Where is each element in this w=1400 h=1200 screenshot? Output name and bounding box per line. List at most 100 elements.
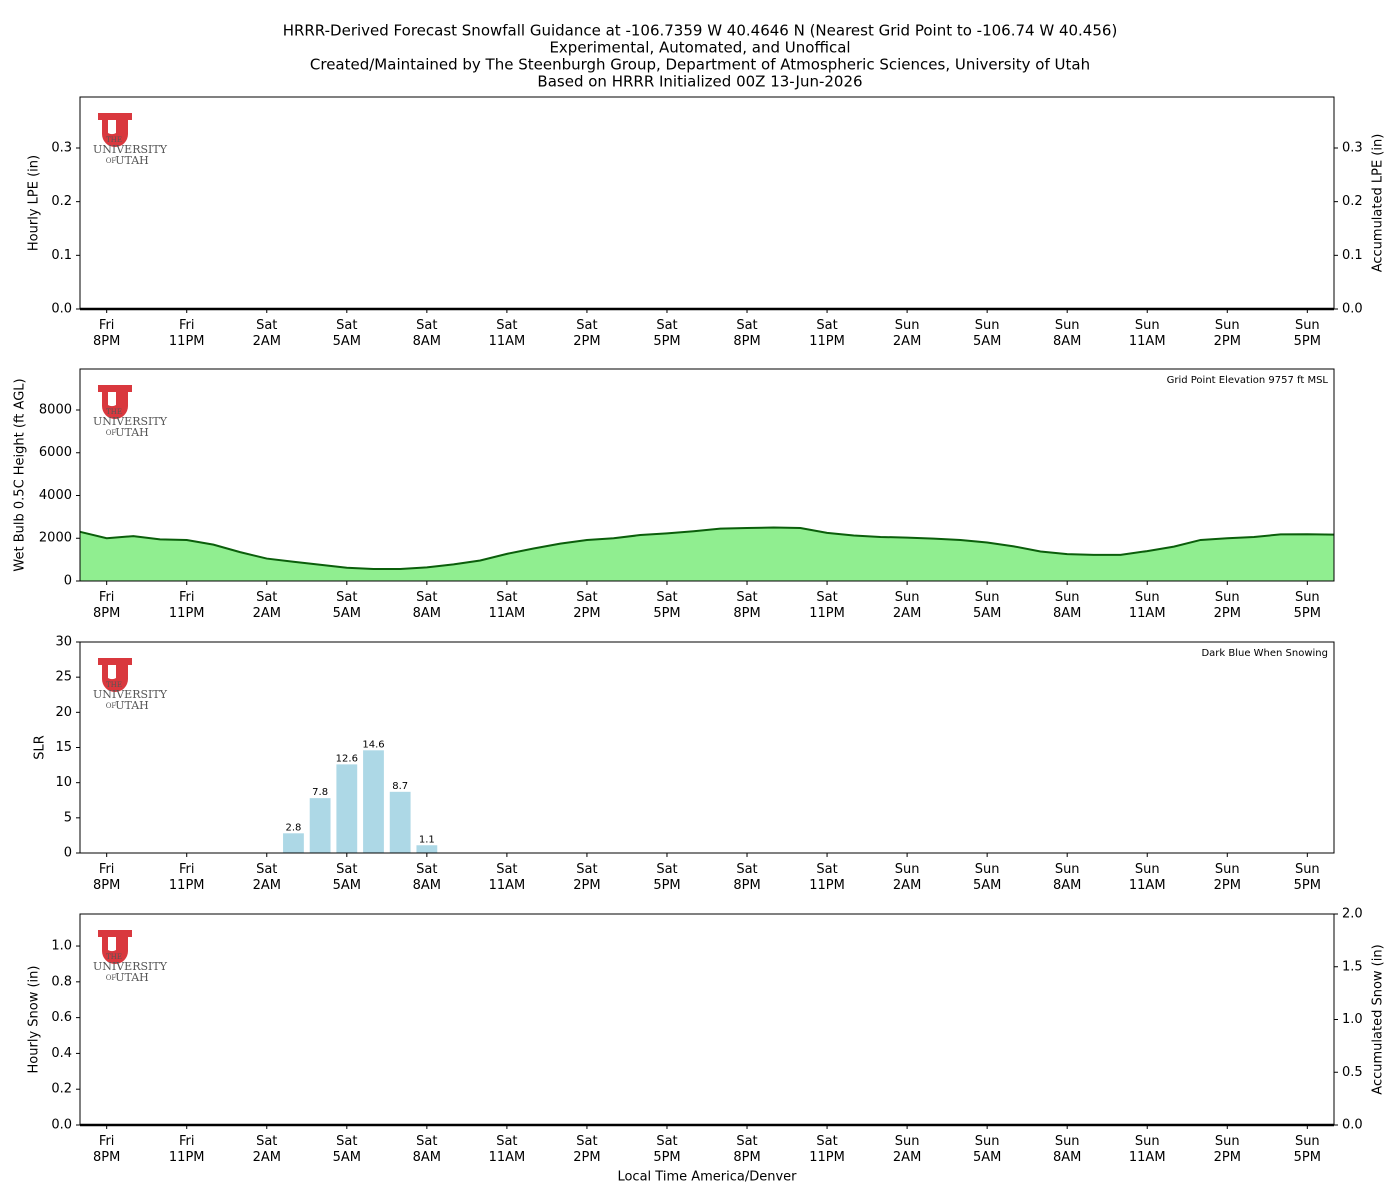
logo-u (98, 658, 132, 692)
y2-tick-label: 0.3 (1342, 140, 1363, 155)
x-tick-label: Sun 5AM (973, 862, 1001, 893)
x-tick-label: Sat 5AM (333, 590, 361, 621)
title-line: Experimental, Automated, and Unoffical (549, 39, 850, 57)
x-tick-label: Sat 8PM (733, 590, 760, 621)
x-tick-label: Sun 11AM (1129, 590, 1166, 621)
x-tick-label: Sat 5AM (333, 318, 361, 349)
x-tick-label: Sat 8PM (733, 862, 760, 893)
bar (416, 845, 438, 853)
bar (283, 833, 304, 853)
x-tick-label: Sat 2AM (253, 590, 281, 621)
x-tick-label: Fri 8PM (93, 862, 120, 893)
x-tick-label: Sat 8AM (413, 1134, 441, 1165)
y-tick-label: 20 (55, 705, 72, 720)
title-line: Based on HRRR Initialized 00Z 13-Jun-202… (537, 73, 862, 91)
area-line (79, 526, 1335, 571)
bar (363, 750, 384, 853)
y2-axis-label: Accumulated Snow (in) (1371, 944, 1386, 1094)
logo-text: THE (106, 953, 122, 961)
x-tick-label: Fri 8PM (93, 590, 120, 621)
x-tick-label: Sun 2PM (1214, 1134, 1241, 1165)
bar-value-label: 1.1 (419, 834, 435, 845)
bar (309, 798, 331, 853)
x-tick-label: Fri 11PM (169, 590, 205, 621)
y2-tick-label: 1.5 (1342, 959, 1363, 974)
y2-tick-label: 2.0 (1342, 907, 1363, 922)
x-tick-label: Sun 5PM (1294, 862, 1321, 893)
y-tick-label: 0.0 (51, 1118, 72, 1133)
x-tick-label: Sun 2AM (893, 590, 921, 621)
x-tick-label: Fri 8PM (93, 1134, 120, 1165)
title-line: Created/Maintained by The Steenburgh Gro… (310, 56, 1090, 74)
x-tick-label: Sat 11PM (809, 1134, 845, 1165)
x-tick-label: Sat 11AM (489, 1134, 526, 1165)
annotation: Dark Blue When Snowing (1201, 648, 1328, 659)
logo-text: THE (106, 136, 122, 144)
logo-text: UNIVERSITY (93, 960, 168, 973)
logo-u (98, 113, 132, 147)
y-axis-label: SLR (33, 735, 48, 760)
x-tick-label: Sat 8PM (733, 1134, 760, 1165)
logo-u (98, 385, 132, 419)
x-tick-label: Sat 2AM (253, 1134, 281, 1165)
x-tick-label: Sat 5PM (653, 1134, 680, 1165)
bar (336, 764, 358, 853)
y2-tick-label: 0.1 (1342, 248, 1363, 263)
title-line: HRRR-Derived Forecast Snowfall Guidance … (283, 22, 1118, 40)
y-tick-label: 25 (55, 670, 72, 685)
y-tick-label: 0 (64, 846, 72, 861)
logo-text: UNIVERSITY (93, 143, 168, 156)
logo-text: UTAH (115, 971, 149, 984)
x-tick-label: Sat 11AM (489, 318, 526, 349)
y-tick-label: 1.0 (51, 939, 72, 954)
x-tick-label: Sun 2AM (893, 318, 921, 349)
y-tick-label: 0.2 (51, 1082, 72, 1097)
x-tick-label: Sun 8AM (1053, 1134, 1081, 1165)
y-tick-label: 30 (55, 635, 72, 650)
x-tick-label: Sat 8AM (413, 318, 441, 349)
y-tick-label: 0.3 (51, 140, 72, 155)
bar-value-label: 7.8 (312, 787, 328, 798)
y-tick-label: 0.8 (51, 974, 72, 989)
y-tick-label: 2000 (39, 531, 72, 546)
logo-text: UTAH (115, 154, 149, 167)
y-tick-label: 0.2 (51, 194, 72, 209)
y2-tick-label: 0.5 (1342, 1065, 1363, 1080)
y-tick-label: 0.4 (51, 1046, 72, 1061)
y2-tick-label: 1.0 (1342, 1012, 1363, 1027)
y-tick-label: 4000 (39, 488, 72, 503)
logo-text: UTAH (115, 426, 149, 439)
logo-text: UNIVERSITY (93, 415, 168, 428)
plot-frame (79, 96, 1335, 310)
x-tick-label: Sat 11PM (809, 862, 845, 893)
x-tick-label: Sun 5AM (973, 590, 1001, 621)
x-tick-label: Fri 11PM (169, 318, 205, 349)
x-tick-label: Sat 11PM (809, 318, 845, 349)
y-tick-label: 0.6 (51, 1010, 72, 1025)
y2-tick-label: 0.0 (1342, 1118, 1363, 1133)
y-tick-label: 0.0 (51, 302, 72, 317)
x-tick-label: Fri 11PM (169, 1134, 205, 1165)
x-tick-label: Sat 8PM (733, 318, 760, 349)
bar-value-label: 12.6 (336, 753, 358, 764)
x-tick-label: Fri 8PM (93, 318, 120, 349)
y-axis-label: Hourly LPE (in) (27, 155, 42, 251)
x-tick-label: Sat 5AM (333, 862, 361, 893)
x-tick-label: Sat 8AM (413, 862, 441, 893)
x-tick-label: Sat 11AM (489, 590, 526, 621)
x-tick-label: Sat 8AM (413, 590, 441, 621)
y2-axis-label: Accumulated LPE (in) (1371, 134, 1386, 273)
logo-u (98, 930, 132, 964)
x-tick-label: Sun 8AM (1053, 590, 1081, 621)
x-tick-label: Sat 2PM (573, 862, 600, 893)
x-tick-label: Sun 5PM (1294, 1134, 1321, 1165)
logo-text: OF (106, 157, 117, 165)
